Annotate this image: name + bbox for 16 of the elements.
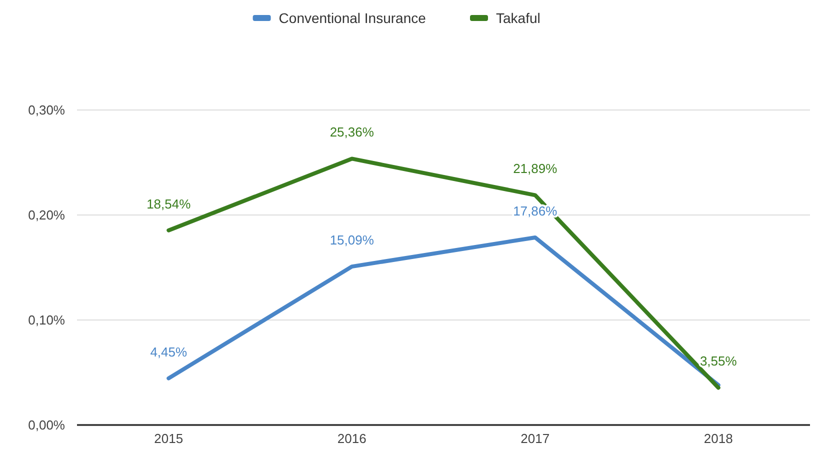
data-label: 15,09% [330, 232, 374, 248]
legend-label: Conventional Insurance [278, 10, 426, 26]
x-tick-label: 2016 [337, 431, 366, 446]
x-tick-label: 2015 [154, 431, 184, 446]
y-tick-label: 0,30% [28, 102, 66, 118]
data-label: 4,45% [150, 344, 188, 360]
data-label: 21,89% [513, 161, 558, 176]
legend-label: Takaful [496, 10, 540, 26]
x-tick-label: 2018 [704, 431, 733, 446]
data-label: 3,55% [700, 354, 738, 369]
y-tick-label: 0,20% [28, 208, 66, 223]
data-label: 18,54% [146, 196, 192, 212]
y-tick-label: 0,10% [28, 312, 66, 328]
data-label: 25,36% [330, 124, 374, 140]
y-tick-label: 0,00% [28, 418, 66, 433]
x-tick-label: 2017 [520, 431, 550, 446]
